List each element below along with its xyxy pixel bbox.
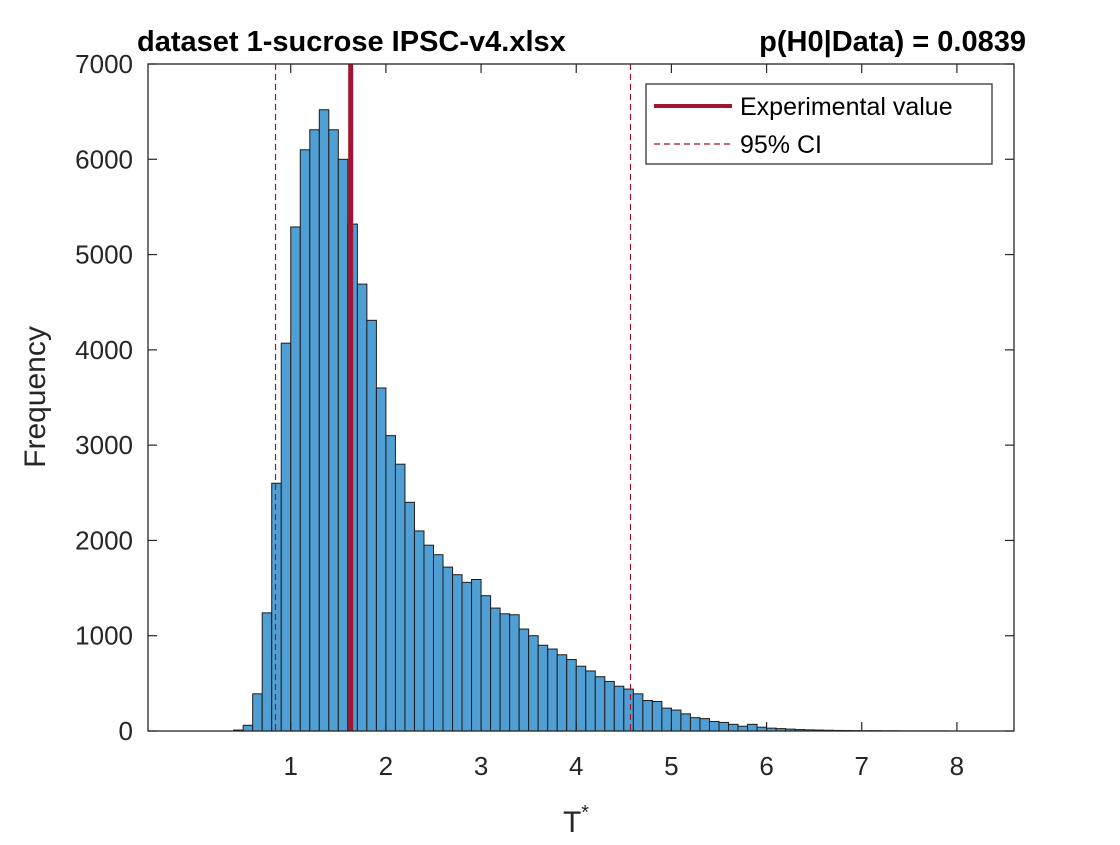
histogram-bar [748,724,758,731]
histogram-bar [357,284,367,731]
histogram-bar [548,649,558,731]
x-tick-label: 4 [569,751,583,781]
x-tick-label: 3 [474,751,488,781]
histogram-bar [595,677,605,731]
histogram-bar [567,660,577,731]
histogram-bar [700,719,710,731]
histogram-bar [253,694,263,731]
x-axis-label-main: T [563,806,581,839]
histogram-bar [605,681,615,731]
x-tick-label: 2 [379,751,393,781]
histogram-bar [291,227,301,731]
histogram-bar [329,130,339,731]
y-tick-label: 4000 [75,335,133,365]
histogram-bar [519,629,529,731]
y-tick-label: 7000 [75,49,133,79]
histogram-bar [557,655,567,731]
histogram-bar [719,722,729,731]
histogram-bar [281,343,291,731]
histogram-bar [462,582,472,731]
histogram-bar [272,483,282,731]
y-tick-labels: 0 1000 2000 3000 4000 5000 6000 7000 [75,49,133,746]
histogram-bar [586,671,596,731]
y-tick-label: 3000 [75,430,133,460]
histogram-bar [424,545,434,731]
histogram-bar [481,596,491,731]
histogram-bar [376,388,386,731]
chart-title-pvalue: p(H0|Data) = 0.0839 [759,26,1026,58]
histogram-bar [310,130,320,731]
histogram-bar [414,531,424,731]
histogram-bar [681,714,691,731]
histogram-bar [395,464,405,731]
histogram-bar [319,110,329,731]
histogram-bar [662,708,672,731]
histogram-bar [386,436,396,731]
histogram-bar [729,724,739,731]
histogram-bar [262,613,272,731]
histogram-bar [338,159,348,731]
legend-experimental-label: Experimental value [740,93,953,121]
x-axis-label: T* [563,802,589,839]
histogram-bar [538,645,548,731]
histogram-bar [510,615,520,731]
x-axis-label-superscript: * [581,802,589,824]
histogram-bar [491,608,501,731]
histogram-bar [690,718,700,731]
histogram-bar [367,320,377,731]
histogram-bar [738,726,748,731]
histogram-bar [443,567,453,731]
histogram-bar [500,614,510,731]
legend: Experimental value 95% CI [646,84,992,164]
chart-title-dataset: dataset 1-sucrose IPSC-v4.xlsx [137,26,566,58]
y-tick-label: 1000 [75,621,133,651]
legend-ci-label: 95% CI [740,131,822,159]
x-tick-label: 1 [284,751,298,781]
histogram-bar [453,575,463,731]
histogram-bar [529,636,539,731]
histogram-bar [709,721,719,731]
histogram-bar [300,150,310,731]
y-tick-label: 5000 [75,240,133,270]
y-tick-label: 0 [119,716,133,746]
histogram-bar [624,689,634,731]
histogram-bar [614,686,624,731]
histogram-bar [671,710,681,731]
x-tick-label: 5 [664,751,678,781]
y-tick-label: 2000 [75,525,133,555]
histogram-bar [433,555,443,731]
histogram-bar [576,666,586,731]
y-axis-label: Frequency [19,326,52,468]
y-tick-label: 6000 [75,144,133,174]
histogram-bar [405,502,415,731]
histogram-bar [243,725,253,731]
histogram-bar [472,580,482,732]
histogram-bar [643,701,653,731]
x-tick-labels: 1 2 3 4 5 6 7 8 [284,751,965,781]
x-tick-label: 7 [855,751,869,781]
histogram-bar [633,694,643,731]
histogram-bar [652,701,662,731]
x-tick-label: 6 [759,751,773,781]
x-tick-label: 8 [950,751,964,781]
